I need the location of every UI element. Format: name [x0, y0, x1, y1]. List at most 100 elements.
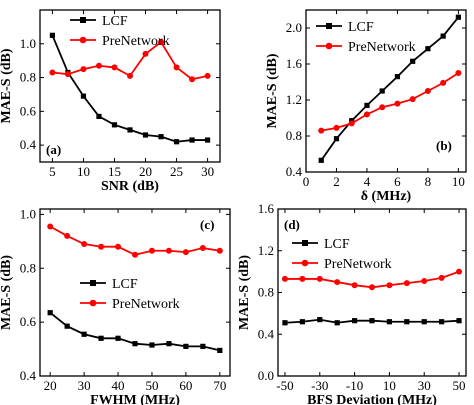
data-point-lcf: [173, 139, 180, 145]
y-tick-label: 0.8: [258, 285, 274, 300]
data-point-lcf: [204, 137, 211, 143]
data-point-prenetwork: [316, 275, 323, 282]
data-point-lcf: [217, 347, 223, 354]
legend-marker: [301, 259, 309, 267]
data-point-prenetwork: [386, 282, 393, 289]
chart-panel-d: -50 -30 -10 10 30 50 0.0 0.4 0.8 1.2 1.6 BFS Deviat…: [237, 201, 467, 405]
legend-marker: [90, 280, 96, 286]
x-axis-label: FWHM (MHz): [90, 393, 180, 405]
x-tick-label: 30: [201, 164, 214, 179]
y-tick-label: 0.4: [286, 164, 303, 179]
data-point-prenetwork: [369, 284, 375, 291]
plot-frame: [39, 9, 221, 163]
chart-panel-b: 0 2 4 6 8 10 0.4 0.8 1.2 1.6 2.0 δ (MHz) MAE-S (dB) (…: [265, 9, 467, 204]
data-point-prenetwork: [299, 275, 306, 282]
data-point-lcf: [96, 113, 102, 119]
legend-marker: [326, 23, 332, 29]
data-point-prenetwork: [142, 50, 149, 57]
data-point-prenetwork: [182, 249, 189, 256]
x-tick-label: 5: [49, 164, 56, 179]
x-tick-label: 10: [77, 164, 90, 179]
data-point-prenetwork: [379, 104, 386, 111]
data-point-lcf: [404, 319, 410, 325]
y-tick-label: 1.2: [258, 243, 274, 258]
legend-marker: [89, 299, 97, 307]
x-tick-label: 2: [333, 174, 340, 189]
series-line-lcf: [51, 34, 208, 143]
y-axis-label: MAE-S (dB): [0, 255, 14, 330]
data-point-prenetwork: [95, 62, 102, 69]
data-point-prenetwork: [456, 268, 463, 275]
data-point-prenetwork: [351, 282, 358, 289]
data-point-prenetwork: [348, 120, 355, 127]
y-tick-label: 0.6: [20, 103, 37, 118]
data-point-lcf: [455, 14, 461, 20]
data-point-lcf: [364, 102, 370, 108]
data-point-prenetwork: [81, 241, 88, 248]
data-point-lcf: [132, 341, 138, 347]
plot-frame: [277, 208, 467, 377]
data-point-lcf: [386, 319, 393, 325]
legend: LCF PreNetwork: [80, 277, 180, 312]
x-axis-label: BFS Deviation (MHz): [307, 393, 437, 405]
chart-panel-a: 5 10 15 20 25 30 0.4 0.6 0.8 1.0 SNR (dB) MAE-S (dB…: [0, 9, 221, 194]
data-point-prenetwork: [148, 247, 155, 254]
data-point-lcf: [47, 310, 53, 316]
data-point-prenetwork: [455, 70, 462, 76]
data-point-prenetwork: [216, 247, 223, 254]
x-tick-label: 60: [179, 378, 192, 393]
series-line-lcf: [320, 16, 460, 161]
data-point-prenetwork: [127, 72, 133, 79]
data-point-prenetwork: [64, 232, 71, 239]
y-tick-label: 1.2: [286, 92, 302, 107]
data-point-prenetwork: [440, 79, 447, 86]
data-point-lcf: [81, 331, 87, 337]
legend-entry: PreNetwork: [348, 40, 416, 55]
panel-label: (b): [436, 138, 452, 153]
plot-frame: [39, 208, 231, 377]
series-line-prenetwork: [321, 72, 459, 132]
data-point-prenetwork: [115, 243, 122, 250]
y-axis-label: MAE-S (dB): [265, 53, 280, 128]
x-tick-label: 6: [394, 174, 401, 189]
legend-entry: LCF: [112, 277, 138, 292]
data-point-lcf: [166, 341, 172, 347]
legend: LCF PreNetwork: [316, 20, 416, 55]
data-point-lcf: [142, 132, 149, 138]
y-tick-label: 0.4: [20, 137, 37, 152]
x-tick-label: 70: [213, 378, 226, 393]
y-tick-label: 1.0: [20, 206, 36, 221]
data-point-lcf: [111, 122, 118, 128]
data-point-lcf: [115, 335, 121, 341]
data-point-prenetwork: [111, 64, 118, 71]
y-tick-label: 0.8: [286, 128, 302, 143]
y-axis-label: MAE-S (dB): [0, 48, 14, 123]
x-tick-label: 50: [453, 378, 466, 393]
data-point-lcf: [127, 127, 133, 133]
data-point-lcf: [333, 136, 340, 142]
legend-entry: PreNetwork: [324, 257, 392, 272]
x-tick-label: 50: [145, 378, 158, 393]
data-point-lcf: [318, 157, 324, 163]
data-point-lcf: [334, 320, 340, 326]
panel-label: (c): [200, 217, 214, 232]
plot-frame: [305, 9, 467, 173]
data-point-lcf: [456, 318, 462, 324]
panel-label: (a): [46, 142, 61, 157]
data-point-lcf: [299, 319, 305, 325]
data-point-lcf: [158, 134, 164, 140]
data-point-lcf: [200, 343, 206, 349]
data-point-lcf: [421, 319, 427, 325]
data-point-prenetwork: [333, 124, 340, 131]
data-point-lcf: [440, 33, 446, 39]
x-tick-label: 25: [170, 164, 183, 179]
data-point-lcf: [317, 317, 323, 323]
data-point-prenetwork: [403, 280, 410, 287]
data-point-prenetwork: [438, 274, 445, 281]
x-tick-label: 10: [383, 378, 396, 393]
data-point-prenetwork: [165, 247, 172, 254]
data-point-prenetwork: [281, 275, 288, 282]
x-tick-label: 30: [78, 378, 91, 393]
data-point-prenetwork: [394, 100, 401, 107]
